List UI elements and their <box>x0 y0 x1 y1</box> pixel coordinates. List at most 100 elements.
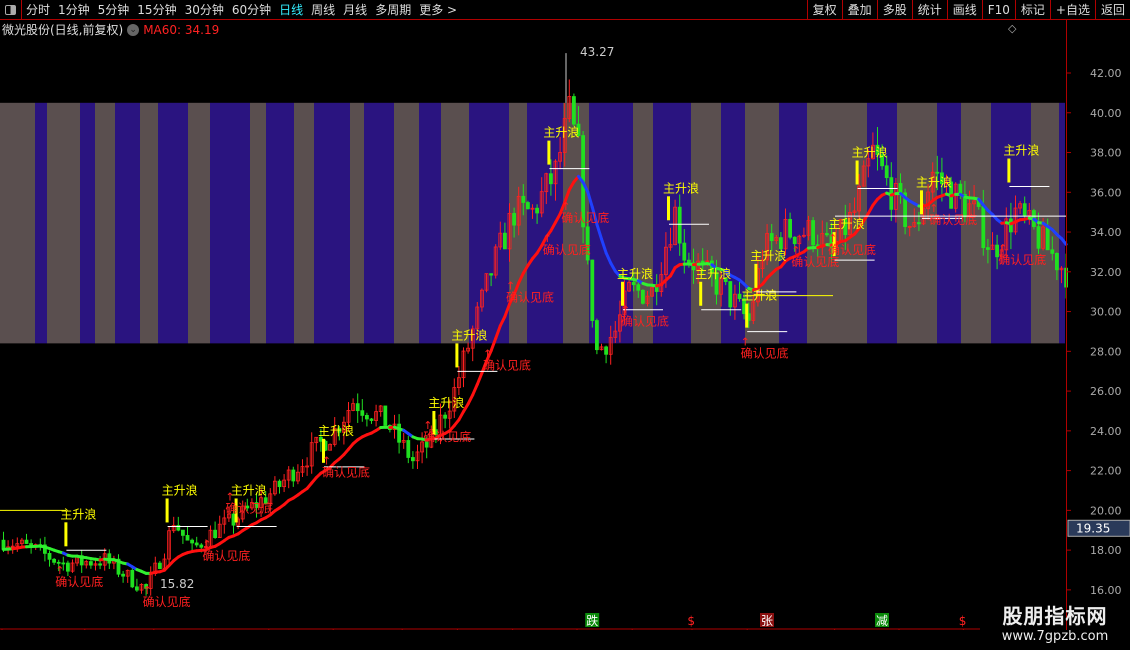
watermark-url: www.7gpzb.com <box>1001 629 1109 644</box>
axis-divider <box>1066 20 1067 630</box>
candle-body <box>811 220 815 246</box>
up-arrow-icon: ↑ <box>506 280 515 293</box>
ma-line-segment <box>512 281 521 297</box>
toolbar-button[interactable]: 返回 <box>1094 0 1130 20</box>
main-wave-bar <box>234 498 238 523</box>
bottom-marker: $ <box>959 614 967 628</box>
signal-label: 确认见底 <box>998 252 1046 267</box>
candle-body <box>723 277 728 282</box>
candle-body <box>397 423 402 443</box>
candle-body <box>572 96 576 125</box>
candle-body <box>1009 218 1013 233</box>
background-band <box>294 102 314 344</box>
main-wave-bar <box>667 196 670 221</box>
signal-label: 主升浪 <box>231 482 267 497</box>
period-tab[interactable]: 日线 <box>279 3 304 17</box>
candle-body <box>875 144 880 156</box>
candle-body <box>507 213 512 250</box>
candle-body <box>848 212 852 236</box>
chevron-down-icon[interactable]: ⌄ <box>127 23 140 36</box>
main-wave-bar <box>547 140 551 165</box>
candle-body <box>43 544 47 554</box>
diamond-icon[interactable]: ◇ <box>1008 22 1017 35</box>
main-wave-bar <box>920 190 923 215</box>
candle-body <box>484 273 489 291</box>
candle-body <box>226 513 231 519</box>
signal-label: 主升浪 <box>750 248 786 263</box>
y-tick-label: 28.00 <box>1090 345 1122 358</box>
period-tab[interactable]: 分时 <box>26 3 51 17</box>
signal-label: 主升浪 <box>695 266 731 281</box>
background-band <box>158 102 188 344</box>
ma-line-segment <box>595 222 603 241</box>
signal-label: 主升浪 <box>543 125 579 140</box>
period-tab[interactable]: 更多 > <box>419 3 458 17</box>
signal-label: 确认见底 <box>561 210 609 225</box>
candle-body <box>636 284 641 291</box>
candle-body <box>240 505 245 520</box>
background-band <box>653 102 691 344</box>
ma-line-segment <box>540 235 548 248</box>
main-wave-bar <box>1007 158 1011 183</box>
candle-body <box>539 191 544 214</box>
candle-body <box>576 123 581 136</box>
y-tick-label: 18.00 <box>1090 544 1122 557</box>
toolbar-button[interactable]: 画线 <box>946 0 982 20</box>
toolbar-button[interactable]: 统计 <box>911 0 947 20</box>
candle-body <box>286 469 291 481</box>
candle-body <box>641 289 645 304</box>
main-wave-bar <box>322 438 325 463</box>
price-chart[interactable]: 主升浪↑确认见底↑确认见底主升浪↑确认见底主升浪↑确认见底主升浪↑确认见底主升浪… <box>0 20 1130 630</box>
candle-body <box>346 410 351 423</box>
candle-body <box>866 158 871 167</box>
period-tab[interactable]: 1分钟 <box>58 3 90 17</box>
candle-body <box>180 529 185 536</box>
candle-body <box>981 206 986 249</box>
candle-body <box>627 281 631 292</box>
period-tab[interactable]: 月线 <box>343 3 368 17</box>
period-tab[interactable]: 60分钟 <box>231 3 272 17</box>
panel-toggle-button[interactable] <box>0 0 22 20</box>
candle-body <box>884 165 889 179</box>
candle-body <box>134 586 139 591</box>
up-arrow-icon: ↑ <box>55 564 64 577</box>
candle-body <box>194 542 199 546</box>
candle-body <box>682 242 687 261</box>
toolbar-button[interactable]: +自选 <box>1049 0 1095 20</box>
signal-label: 主升浪 <box>852 144 888 159</box>
period-tab[interactable]: 周线 <box>311 3 336 17</box>
toolbar-button[interactable]: 多股 <box>876 0 912 20</box>
main-wave-bar <box>165 498 169 523</box>
candle-body <box>958 183 963 195</box>
ma-line-segment <box>567 180 576 192</box>
candle-body <box>56 561 61 564</box>
signal-label: 确认见底 <box>202 548 250 563</box>
candle-body <box>1055 252 1059 271</box>
toolbar-button[interactable]: 叠加 <box>841 0 877 20</box>
ma-line-segment <box>489 336 498 353</box>
candle-body <box>802 234 806 237</box>
candle-body <box>443 414 448 419</box>
toolbar-button[interactable]: F10 <box>981 0 1015 20</box>
candle-body <box>650 286 654 297</box>
bottom-marker: $ <box>687 614 695 628</box>
candle-body <box>70 562 75 572</box>
period-tab[interactable]: 30分钟 <box>184 3 224 17</box>
candle-body <box>668 244 673 248</box>
info-bar: 微光股份(日线,前复权) ⌄ MA60: 34.19 <box>2 21 219 38</box>
candle-body <box>383 405 388 426</box>
candle-body <box>139 584 144 591</box>
signal-label: 主升浪 <box>663 180 699 195</box>
period-tab[interactable]: 15分钟 <box>137 3 177 17</box>
toolbar-button[interactable]: 复权 <box>806 0 842 20</box>
toolbar-buttons: 复权 叠加 多股 统计 画线 F10 标记 +自选 返回 <box>806 0 1130 20</box>
period-tab[interactable]: 5分钟 <box>97 3 130 17</box>
period-tab[interactable]: 多周期 <box>375 3 412 17</box>
up-arrow-icon: ↑ <box>621 304 630 317</box>
toolbar-button[interactable]: 标记 <box>1014 0 1050 20</box>
candle-body <box>843 218 848 236</box>
background-band <box>80 102 95 344</box>
background-band <box>1059 102 1065 344</box>
candle-body <box>305 465 310 468</box>
candle-body <box>880 154 884 167</box>
